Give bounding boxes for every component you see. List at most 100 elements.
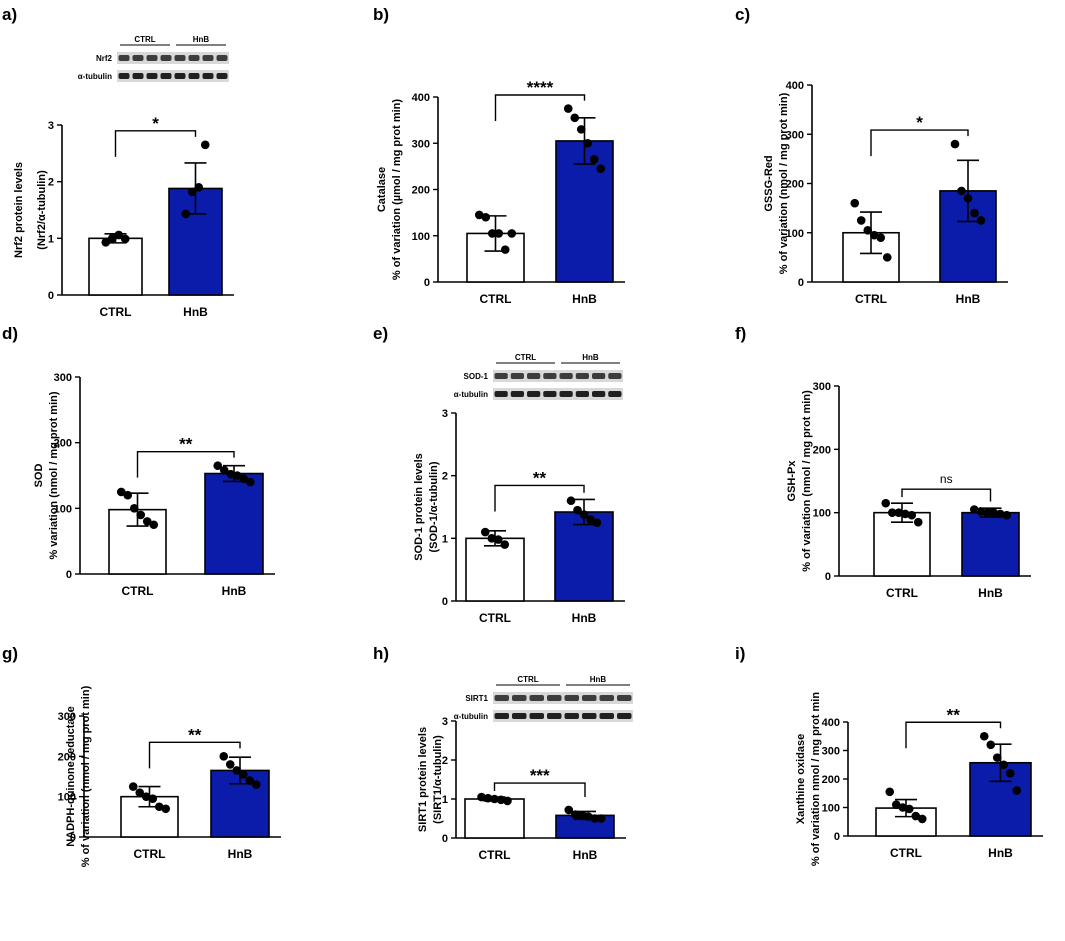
data-point [232,471,242,480]
blot-band [118,55,130,61]
data-point [969,505,979,514]
blot-band [174,55,186,61]
data-point [477,792,486,802]
blot-group-label: CTRL [515,353,536,362]
panel-h: h) 0 1 2 3 SIRT1 protein levels (SIRT1/α-tubul… [373,644,633,862]
y-axis-label: Xanthine oxidase [795,734,807,824]
y-tick-label: 3 [48,120,54,132]
blot-row-label: α-tubulin [78,72,112,81]
data-point [869,230,879,240]
y-axis-label: % of variation (nmol / mg prot min) [778,92,790,274]
blot-band [510,373,524,379]
y-tick-label: 0 [48,290,54,302]
bar-hnb [204,472,264,575]
y-tick-label: 100 [412,231,430,243]
y-axis-label: SIRT1 protein levels [417,727,429,832]
data-point [1012,786,1022,795]
blot-band [494,695,509,701]
data-point [135,788,145,797]
y-tick-label: 100 [58,792,76,804]
y-tick-label: 400 [412,92,430,104]
data-point [200,140,210,150]
blot-band [543,373,557,379]
blot-band [564,695,579,701]
panel-label: f) [735,324,746,343]
blot-lane-bg [493,692,633,704]
blot-band [512,713,527,719]
data-point [573,505,582,515]
data-point [850,198,860,208]
significance-label: * [916,113,923,132]
panel-e: e) 0 1 2 3 SOD-1 protein levels (SOD-1/α-tubul… [373,324,625,625]
data-point [583,812,593,821]
y-tick-label: 100 [54,503,72,515]
x-tick-label: HnB [183,305,208,319]
x-tick-label: CTRL [134,847,166,861]
y-tick-label: 200 [58,751,76,763]
data-point [979,731,989,741]
bar-ctrl [464,798,525,839]
data-point [181,209,191,219]
data-point [232,766,242,775]
x-tick-label: HnB [572,292,597,306]
x-tick-label: CTRL [479,611,511,625]
x-tick-label: CTRL [480,292,512,306]
blot-band [529,713,544,719]
y-tick-label: 0 [442,596,448,608]
blot-band [617,695,632,701]
y-tick-label: 0 [825,571,831,583]
y-axis-label: % variation (nmol / mg prot min) [48,391,60,559]
data-point [487,534,497,543]
data-point [876,233,886,242]
data-point [596,164,606,173]
data-point [970,208,979,218]
blot-lane-bg [117,52,229,64]
y-tick-label: 0 [66,569,72,581]
data-point [239,474,249,484]
significance-bracket [136,450,235,478]
y-tick-label: 100 [822,803,840,815]
blot-lane-bg [493,370,623,382]
blot-band [592,391,606,397]
data-point [107,234,117,243]
blot-band [608,391,622,397]
data-point [982,508,992,517]
blot-band [510,391,524,397]
panel-a: a) 0 1 2 3 Nrf2 protein levels (Nrf2/α-tubulin… [2,5,234,319]
data-point [487,229,497,238]
blot-band [575,373,589,379]
blot-band [527,391,541,397]
western-blot: CTRL HnB SIRT1 α-tubulin [454,675,633,722]
significance-label: ** [188,725,202,744]
data-point [863,225,873,235]
y-axis-label: GSH-Px [786,460,798,502]
significance-bracket [148,741,241,769]
blot-band [216,55,228,61]
data-point [589,155,599,164]
western-blot: CTRL HnB SOD-1 α-tubulin [454,353,623,400]
data-point [887,508,897,517]
data-point [596,814,606,823]
blot-group-label: HnB [582,353,599,362]
data-point [507,229,517,238]
data-point [251,780,261,789]
blot-band [599,713,614,719]
significance-bracket [493,782,586,798]
data-point [566,496,576,506]
data-point [481,212,491,222]
significance-label: * [152,114,159,133]
data-point [989,508,999,517]
data-point [900,509,910,519]
blot-band [564,713,579,719]
data-point [995,509,1005,519]
panel-c: c) 0 100 200 300 400 GSSG-Red% of variation (n… [735,5,1008,306]
blot-band [617,713,632,719]
data-point [999,760,1009,770]
data-point [154,802,164,812]
y-tick-label: 300 [412,138,430,150]
data-point [238,770,248,779]
y-axis-label: % of variation (µmol / mg prot min) [391,99,403,280]
significance-label: *** [530,766,550,785]
y-tick-label: 0 [424,277,430,289]
